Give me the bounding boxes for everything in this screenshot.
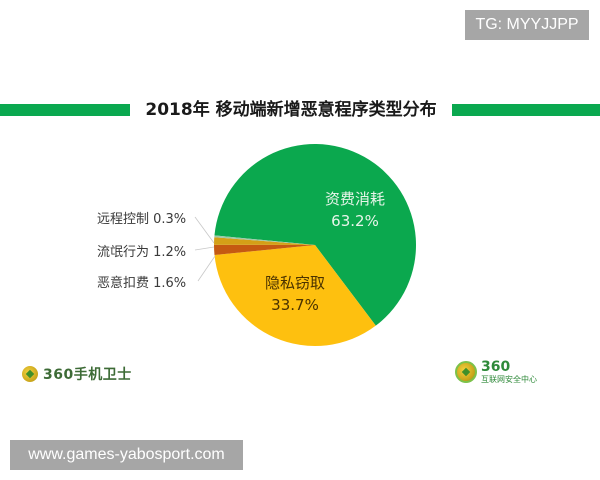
logo-right-number: 360 [481,359,511,375]
360-logo-icon [22,366,38,382]
slice-label-privacy-theft: 隐私窃取 33.7% [240,272,350,316]
logo-360-mobile-guard: 360手机卫士 [22,364,132,384]
pie-slice [214,245,376,347]
label-remote-control: 远程控制 0.3% [97,212,187,227]
logo-right-subtitle: 互联网安全中心 [481,375,537,384]
slice-name: 隐私窃取 [264,274,325,292]
pie-slice [214,237,315,245]
slice-value: 63.2% [331,212,379,230]
label-rogue-behavior: 流氓行为 1.2% [97,245,187,260]
logo-left-text: 360手机卫士 [43,367,132,383]
pie-slice [214,244,315,255]
watermark-top-badge: TG: MYYJJPP [465,10,589,40]
leader-line-fee-deduction [197,255,216,282]
label-fee-deduction: 恶意扣费 1.6% [97,276,187,291]
pie-slice [214,235,315,245]
pie-slice [214,144,417,326]
title-bar-left [0,104,130,116]
chart-title-row: 2018年 移动端新增恶意程序类型分布 [0,98,600,122]
logo-360-security-center: 360 互联网安全中心 [455,360,537,384]
pie-slices [214,144,417,347]
slice-label-resource-consumption: 资费消耗 63.2% [300,188,410,232]
leader-line-rogue [194,246,215,251]
watermark-url-badge: www.games-yabosport.com [10,440,243,470]
title-bar-right [452,104,600,116]
slice-value: 33.7% [271,296,319,314]
leader-line-remote-control [194,216,215,244]
chart-title: 2018年 移动端新增恶意程序类型分布 [145,100,437,120]
leader-lines [194,216,216,282]
360-security-logo-icon [455,361,477,383]
slice-name: 资费消耗 [324,190,385,208]
